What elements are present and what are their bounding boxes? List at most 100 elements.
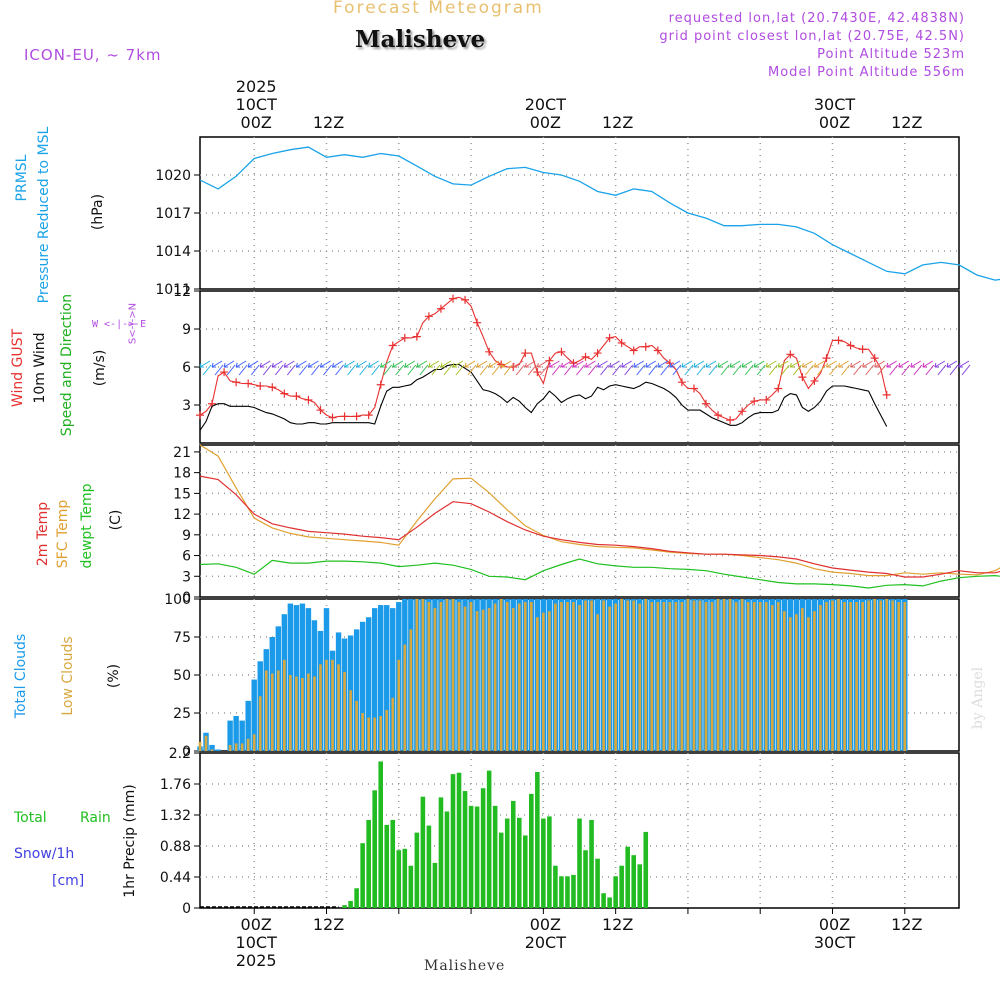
low-cloud-bar	[861, 602, 864, 751]
top-time-label: 00Z	[241, 113, 272, 132]
gust-marker	[653, 346, 662, 355]
wind-barb	[850, 360, 862, 376]
low-cloud-bar	[554, 603, 557, 751]
top-time-label: 00Z	[530, 113, 561, 132]
precip-bar	[619, 865, 624, 908]
gust-marker	[858, 345, 867, 354]
precip-bar	[529, 793, 534, 908]
wind-barb	[560, 360, 573, 376]
gust-marker	[545, 356, 554, 365]
low-cloud-bar	[270, 673, 274, 751]
wind-barb	[271, 360, 284, 376]
y-tick-label: 3	[182, 398, 191, 414]
gust-marker	[774, 384, 783, 393]
top-date-label: 30CT	[814, 95, 856, 114]
low-cloud-bar	[668, 602, 672, 751]
low-cloud-bar	[511, 608, 515, 751]
top-time-label: 12Z	[891, 113, 922, 132]
wind-barb	[681, 360, 694, 376]
wind-barb	[344, 360, 356, 376]
y-tick-label: 15	[173, 486, 191, 502]
bottom-date-label: 30CT	[814, 933, 856, 952]
low-cloud-bar	[656, 602, 660, 751]
low-cloud-bar	[776, 602, 780, 751]
low-cloud-bar	[301, 678, 304, 751]
wind-barb	[223, 360, 236, 376]
low-cloud-bar	[758, 602, 762, 751]
total-cloud-bar	[365, 617, 372, 751]
precip-bar	[342, 905, 347, 908]
low-cloud-bar	[264, 670, 268, 751]
low-cloud-bar	[536, 617, 539, 751]
precip-bar	[559, 876, 564, 908]
y-tick-label: 0.44	[160, 870, 191, 886]
low-cloud-bar	[650, 602, 654, 751]
panel-frame	[199, 444, 960, 598]
low-cloud-bar	[355, 700, 358, 751]
precip-bar	[504, 818, 510, 908]
gust-marker	[473, 318, 482, 327]
bottom-date-label: 20CT	[525, 933, 567, 952]
low-cloud-bar	[246, 738, 250, 751]
wind-barb	[801, 360, 814, 376]
rain-total-label: Total	[14, 810, 47, 826]
low-cloud-bar	[590, 600, 593, 751]
y-tick-label: 12	[173, 284, 191, 300]
gust-marker	[268, 383, 277, 392]
total-cloud-bar	[251, 679, 257, 751]
low-cloud-bar	[813, 611, 816, 751]
gust-marker	[497, 360, 506, 369]
gust-marker	[689, 384, 698, 393]
wind-barb	[609, 360, 622, 376]
precip-bar	[378, 761, 384, 908]
low-cloud-bar	[686, 599, 690, 751]
low-cloud-bar	[529, 602, 533, 751]
gust-marker	[316, 406, 325, 415]
gust-marker	[256, 382, 265, 390]
gust-marker	[521, 349, 530, 358]
low-cloud-bar	[638, 603, 642, 751]
y-tick-label: 0	[182, 901, 191, 917]
precip-bar	[432, 862, 438, 908]
tsfc-line	[199, 444, 1000, 577]
y-tick-label: 6	[182, 360, 191, 376]
low-cloud-bar	[210, 749, 214, 751]
wind-barb	[440, 360, 453, 376]
low-cloud-bar	[879, 600, 883, 751]
wind-barb	[753, 360, 766, 376]
low-cloud-bar	[403, 644, 407, 751]
low-cloud-bar	[740, 599, 744, 751]
bottom-location: Malisheve	[424, 958, 506, 974]
precip-bar	[414, 832, 420, 908]
wind-barb	[789, 360, 802, 376]
gust-marker	[750, 397, 759, 406]
low-cloud-bar	[620, 599, 623, 751]
low-cloud-bar	[608, 606, 611, 751]
gust-marker	[629, 346, 638, 355]
precip-bar	[420, 796, 426, 908]
top-date-label: 10CT	[236, 95, 278, 114]
low-cloud-bar	[716, 599, 720, 751]
wind-barb	[500, 360, 513, 376]
wind-barb	[368, 360, 381, 376]
model-altitude: Model Point Altitude 556m	[768, 65, 965, 80]
low-cloud-bar	[433, 608, 437, 751]
gust-marker	[424, 312, 433, 321]
gust-marker	[786, 350, 795, 359]
gust-marker	[641, 342, 650, 351]
bottom-time-label: 00Z	[819, 915, 850, 934]
precip-bar	[583, 850, 588, 908]
low-cloud-bar	[198, 741, 202, 751]
wind-barb	[813, 360, 826, 376]
low-cloud-bar	[385, 709, 389, 751]
low-cloud-bar	[843, 602, 846, 751]
low-cloud-bar	[849, 602, 852, 751]
compass-we: W <-|-> E	[92, 319, 147, 330]
wind-barb	[536, 360, 549, 376]
gust-marker	[762, 395, 771, 404]
y-tick-label: 1011	[155, 282, 191, 298]
total-cloud-bar	[378, 605, 384, 751]
precip-bar	[541, 818, 546, 908]
wind-barb	[512, 360, 525, 376]
low-cloud-bar	[885, 599, 889, 751]
